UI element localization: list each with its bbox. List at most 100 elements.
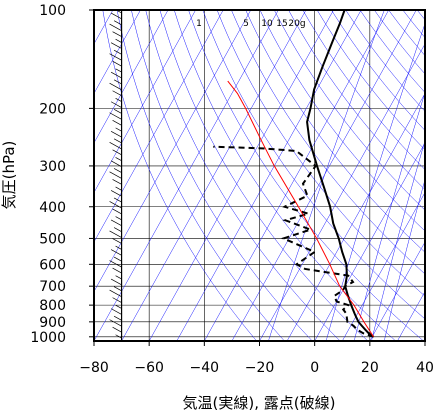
mixing-ratio-label: 20g [288,19,305,29]
isotherm-line [94,10,252,293]
wind-barb [113,315,122,321]
wind-barb [113,109,122,114]
wind-barb [109,171,122,179]
isotherm-line [148,10,334,341]
y-tick-label: 900 [39,315,66,331]
wind-barb [113,79,122,85]
wind-barb [113,256,122,262]
wind-barb [115,127,122,132]
isotherm-line [121,10,307,341]
dry-adiabat-line [159,10,369,341]
wind-barb [112,208,122,215]
wind-barb [113,227,122,232]
wind-barb [112,120,122,126]
x-tick-label: 40 [416,360,434,376]
isotherm-line [259,43,425,341]
wind-barb [115,186,122,191]
dry-adiabat-line [145,10,341,341]
wind-barb [110,219,122,227]
isotherm-line [94,10,224,243]
mixing-ratio-labels: 1 5 10 15 20g [196,19,305,29]
dry-adiabat-line [316,10,425,151]
x-tick-label: −60 [134,360,164,376]
mixing-ratio-line [268,10,385,341]
y-tick-label: 700 [39,279,66,295]
x-tick-label: 20 [361,360,379,376]
mixing-ratio-label: 1 [196,19,202,29]
isotherm-line [204,10,389,341]
dewpoint-profile-line [213,145,374,338]
wind-barb [115,157,122,162]
isotherm-line [94,10,169,144]
wind-barb [113,49,122,55]
wind-barb [115,68,122,73]
dry-adiabat-line [131,10,313,341]
y-tick-label: 200 [39,101,66,117]
wind-barb [113,138,122,144]
dry-adiabat-line [231,10,425,275]
isotherm-line [286,92,425,341]
wind-barb [115,245,122,250]
wind-barb [109,230,122,238]
wind-barb [113,20,122,26]
wind-barb [110,42,122,49]
wind-barb [110,249,122,256]
wind-barb [115,98,122,102]
y-tick-label: 400 [39,200,66,216]
wind-barb [112,60,122,67]
wind-barb [115,334,122,339]
x-tick-label: −40 [190,360,220,376]
wind-barb [109,260,122,268]
mixing-ratio-label: 15 [276,19,287,29]
grid [94,10,425,341]
dry-adiabat-line [259,10,425,232]
isotherm-line [424,340,425,341]
dry-adiabat-line [102,10,257,341]
wind-barb [112,238,122,244]
wind-barb [113,168,122,173]
wind-barb [109,23,122,31]
wind-barb [112,31,122,37]
dry-adiabat-line [216,10,425,297]
wind-barb [110,308,122,315]
dry-adiabat-line [288,10,425,191]
wind-barb [110,101,122,108]
wind-barb [112,326,122,333]
wind-barb [109,319,122,327]
dry-adiabat-line [188,10,424,341]
y-tick-label: 500 [39,231,66,247]
wind-barb [112,179,122,185]
wind-barb [112,90,122,97]
isotherm-line [369,241,425,341]
dry-adiabat-line [173,10,396,341]
wind-barb [110,160,122,167]
dry-adiabat-line [302,10,425,170]
dry-adiabat-line [202,10,425,320]
x-ticks: −80 −60 −40 −20 0 20 40 [79,341,434,376]
isotherm-line [342,191,425,341]
y-tick-label: 800 [39,298,66,314]
x-tick-label: −80 [79,360,109,376]
mixing-ratio-label: 5 [243,19,249,29]
wind-barb [109,141,122,150]
data-series [213,10,375,338]
wind-barb [115,304,122,309]
mixing-ratio-label: 10 [261,19,273,29]
wind-barb [112,149,122,156]
mixing-ratio-line [325,22,425,341]
isotherm-line [94,10,141,94]
wind-barb [110,278,122,286]
wind-barbs [109,10,123,341]
wind-barb [109,53,122,61]
isotherm-line [94,10,279,341]
reference-profile-line [227,80,374,338]
wind-barb [110,71,122,79]
temperature-profile-line [306,10,375,338]
wind-barb [109,82,122,91]
x-tick-label: −20 [245,360,275,376]
y-tick-label: 1000 [30,330,66,346]
dry-adiabat-line [245,10,425,253]
